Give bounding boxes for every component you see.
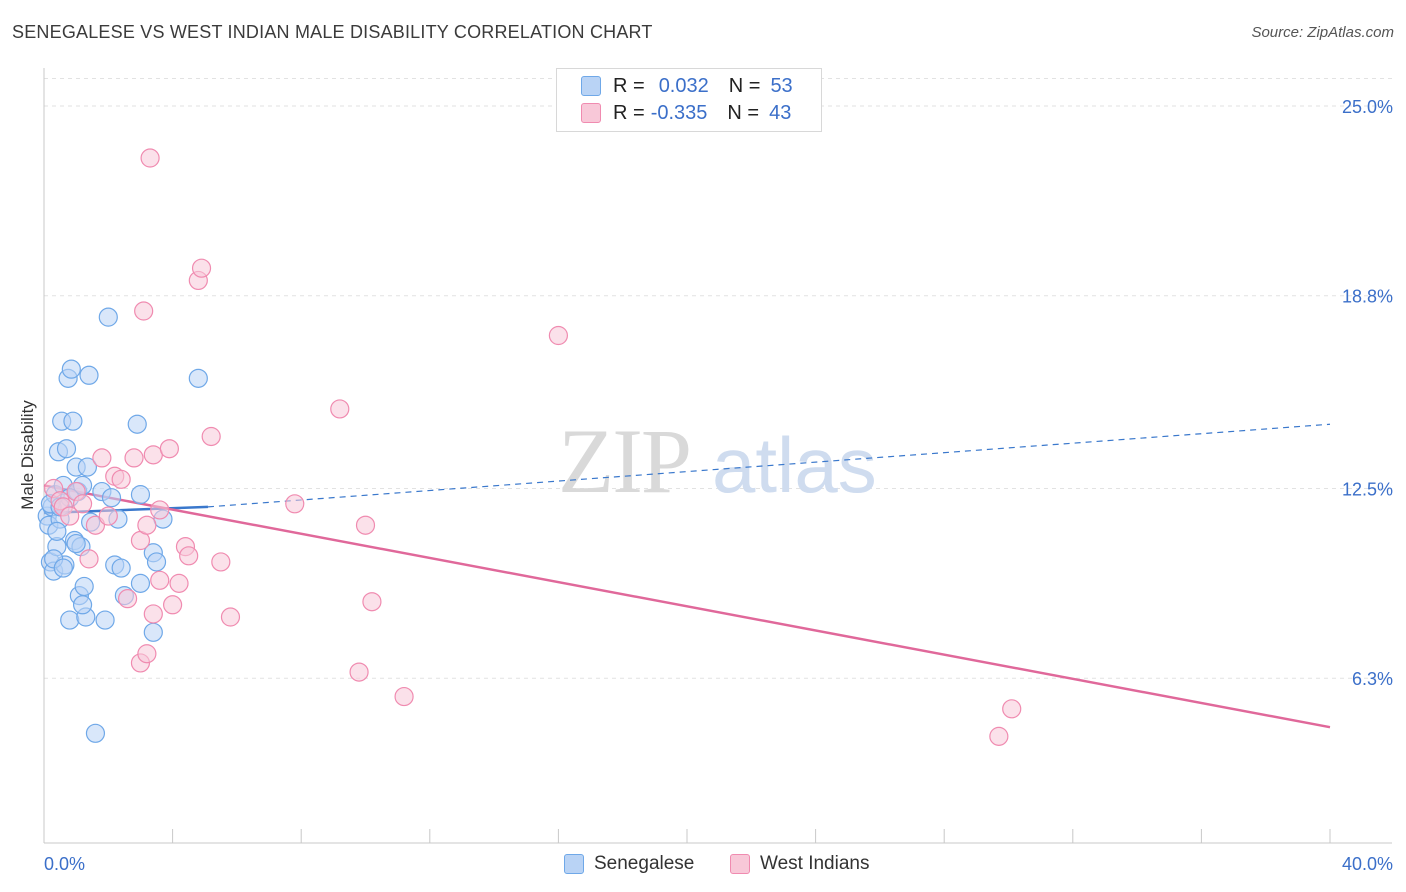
data-point: [285, 494, 305, 514]
data-point: [137, 644, 157, 664]
data-point: [47, 521, 67, 541]
data-point: [53, 558, 73, 578]
legend-swatch-senegalese: [581, 76, 601, 96]
y-axis-label: Male Disability: [18, 400, 37, 510]
grid-lines: [44, 77, 1392, 679]
data-point: [77, 457, 98, 477]
data-point: [85, 723, 106, 743]
legend-n-value: 53: [770, 74, 793, 97]
data-point: [124, 448, 144, 468]
data-point: [150, 500, 170, 520]
series-west-indians: [44, 148, 1022, 746]
y-tick-label: 12.5%: [1342, 480, 1393, 500]
data-point: [150, 570, 170, 590]
trend-line-west-indians: [43, 484, 1331, 729]
data-point: [60, 610, 80, 630]
data-point: [163, 595, 183, 615]
data-point: [101, 488, 122, 508]
bottom-legend-swatch-west-indians: [730, 854, 750, 874]
data-point: [60, 506, 80, 526]
watermark-zip: ZIP: [558, 410, 690, 512]
legend-n-label: N =: [728, 74, 761, 97]
y-tick-label: 18.8%: [1342, 287, 1393, 307]
chart-title: SENEGALESE VS WEST INDIAN MALE DISABILIT…: [12, 22, 653, 42]
data-point: [137, 515, 157, 535]
data-point: [179, 546, 199, 566]
data-point: [56, 439, 77, 459]
data-point: [98, 307, 118, 327]
legend-r-value: -0.335: [650, 101, 708, 124]
data-point: [394, 686, 414, 707]
data-point: [191, 258, 212, 278]
axes: [43, 68, 1392, 844]
legend-swatch-west-indians: [581, 103, 601, 123]
data-point: [349, 662, 369, 682]
data-point: [989, 726, 1009, 746]
data-point: [74, 576, 94, 597]
data-point: [79, 549, 99, 569]
data-point: [330, 399, 350, 419]
data-point: [111, 469, 131, 489]
tick-labels: 6.3% 12.5% 18.8% 25.0% 0.0% 40.0%: [44, 97, 1393, 874]
data-point: [111, 558, 131, 578]
data-point: [1002, 699, 1022, 719]
data-point: [143, 622, 163, 642]
data-point: [130, 485, 151, 505]
data-point: [211, 552, 231, 572]
x-tick-label-min: 0.0%: [44, 854, 85, 874]
legend-r-value: 0.032: [658, 74, 709, 97]
data-point: [159, 439, 179, 459]
x-tick-label-max: 40.0%: [1342, 854, 1393, 874]
y-tick-label: 6.3%: [1352, 669, 1393, 689]
data-point: [72, 595, 93, 615]
legend-n-label: N =: [727, 101, 760, 124]
data-point: [548, 325, 569, 346]
data-point: [61, 359, 81, 379]
data-point: [146, 552, 167, 572]
series-senegalese: [37, 307, 208, 743]
legend-row-west-indians: R = -0.335 N = 43: [581, 101, 791, 125]
data-point: [143, 604, 163, 624]
data-point: [143, 445, 163, 465]
data-point: [134, 301, 154, 321]
data-point: [220, 607, 241, 627]
data-points: [37, 148, 1022, 746]
y-tick-label: 25.0%: [1342, 97, 1393, 117]
legend: R = 0.032 N = 53 R = -0.335 N = 43: [556, 68, 822, 132]
legend-row-senegalese: R = 0.032 N = 53: [581, 74, 793, 98]
bottom-legend-swatch-senegalese: [564, 854, 584, 874]
data-point: [72, 494, 93, 514]
data-point: [362, 592, 382, 612]
data-point: [201, 426, 221, 447]
data-point: [140, 148, 160, 168]
data-point: [117, 589, 138, 609]
bottom-legend-west-indians: West Indians: [730, 852, 869, 876]
data-point: [355, 515, 376, 535]
trend-line-senegalese-extension: [207, 423, 1331, 508]
data-point: [98, 506, 118, 526]
bottom-legend-label-west-indians: West Indians: [760, 853, 870, 874]
chart-source: Source: ZipAtlas.com: [1251, 24, 1394, 41]
data-point: [169, 573, 189, 593]
legend-r-label: R =: [613, 101, 645, 124]
bottom-legend-label-senegalese: Senegalese: [594, 853, 695, 874]
watermark-atlas: atlas: [712, 421, 877, 509]
data-point: [92, 448, 112, 468]
data-point: [130, 573, 151, 593]
bottom-legend-senegalese: Senegalese: [564, 852, 694, 876]
data-point: [188, 368, 208, 388]
data-point: [79, 365, 99, 385]
data-point: [66, 533, 86, 554]
legend-r-label: R =: [613, 74, 645, 97]
data-point: [127, 414, 147, 434]
legend-n-value: 43: [769, 101, 792, 124]
data-point: [63, 411, 83, 431]
data-point: [95, 610, 115, 630]
